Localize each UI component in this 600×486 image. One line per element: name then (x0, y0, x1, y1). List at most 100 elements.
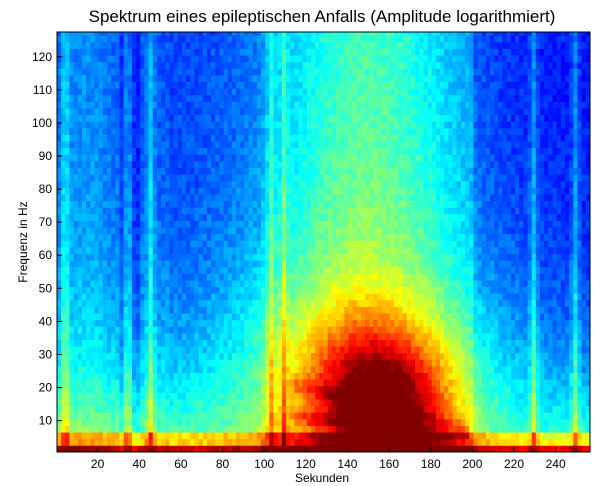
heatmap-cell (265, 240, 270, 248)
heatmap-cell (356, 332, 362, 340)
heatmap-cell (57, 392, 62, 400)
heatmap-cell (102, 94, 108, 102)
heatmap-cell (77, 94, 83, 102)
heatmap-cell (373, 213, 379, 221)
heatmap-cell (119, 313, 125, 321)
heatmap-cell (211, 167, 216, 175)
heatmap-cell (365, 332, 370, 340)
heatmap-cell (223, 280, 229, 288)
heatmap-cell (335, 61, 341, 69)
heatmap-cell (302, 260, 308, 268)
heatmap-cell (356, 207, 362, 215)
heatmap-cell (302, 399, 308, 407)
heatmap-cell (315, 81, 320, 89)
heatmap-cell (290, 432, 295, 440)
heatmap-cell (181, 233, 187, 241)
heatmap-cell (377, 332, 383, 340)
heatmap-cell (256, 445, 262, 453)
heatmap-cell (348, 74, 354, 82)
heatmap-cell (111, 207, 116, 215)
heatmap-cell (81, 306, 87, 314)
heatmap-cell (102, 32, 108, 36)
heatmap-cell (148, 35, 154, 43)
heatmap-cell (211, 121, 216, 129)
heatmap-cell (57, 286, 62, 294)
heatmap-cell (106, 240, 112, 248)
heatmap-cell (219, 154, 224, 162)
heatmap-cell (365, 55, 370, 63)
heatmap-cell (57, 127, 62, 135)
heatmap-cell (181, 35, 187, 43)
heatmap-cell (169, 372, 174, 380)
heatmap-cell (356, 174, 362, 182)
heatmap-cell (194, 187, 199, 195)
heatmap-cell (373, 160, 379, 168)
heatmap-cell (152, 41, 158, 49)
heatmap-cell (161, 134, 166, 142)
heatmap-cell (111, 74, 116, 82)
heatmap-cell (136, 240, 141, 248)
heatmap-cell (194, 260, 199, 268)
heatmap-cell (294, 160, 299, 168)
heatmap-cell (206, 154, 212, 162)
heatmap-cell (356, 81, 362, 89)
heatmap-cell (169, 55, 174, 63)
heatmap-cell (365, 74, 370, 82)
heatmap-cell (136, 432, 141, 440)
heatmap-cell (273, 213, 279, 221)
heatmap-cell (231, 372, 237, 380)
heatmap-cell (319, 280, 324, 288)
heatmap-cell (115, 352, 120, 360)
heatmap-cell (102, 121, 108, 129)
heatmap-cell (148, 385, 154, 393)
heatmap-cell (144, 438, 150, 446)
heatmap-cell (344, 220, 349, 228)
heatmap-cell (140, 61, 145, 69)
heatmap-cell (77, 299, 83, 307)
heatmap-cell (290, 101, 295, 109)
heatmap-cell (90, 372, 95, 380)
heatmap-cell (81, 213, 87, 221)
heatmap-cell (69, 379, 75, 387)
heatmap-cell (219, 233, 224, 241)
heatmap-cell (202, 313, 208, 321)
heatmap-cell (377, 313, 383, 321)
heatmap-cell (186, 121, 191, 129)
heatmap-cell (77, 147, 83, 155)
heatmap-cell (219, 425, 224, 433)
heatmap-cell (211, 280, 216, 288)
heatmap-cell (194, 372, 199, 380)
heatmap-cell (111, 240, 116, 248)
heatmap-cell (77, 220, 83, 228)
heatmap-cell (340, 41, 345, 49)
heatmap-cell (111, 187, 116, 195)
heatmap-cell (352, 332, 358, 340)
heatmap-cell (140, 385, 145, 393)
heatmap-cell (344, 418, 349, 426)
heatmap-cell (119, 352, 125, 360)
heatmap-cell (331, 114, 337, 122)
heatmap-cell (148, 280, 154, 288)
heatmap-cell (365, 418, 370, 426)
heatmap-cell (136, 174, 141, 182)
heatmap-cell (369, 366, 374, 374)
heatmap-cell (215, 101, 220, 109)
heatmap-cell (161, 220, 166, 228)
heatmap-cell (152, 299, 158, 307)
heatmap-cell (286, 154, 291, 162)
heatmap-cell (119, 339, 125, 347)
heatmap-cell (90, 392, 95, 400)
heatmap-cell (348, 306, 354, 314)
heatmap-cell (365, 35, 370, 43)
heatmap-cell (144, 286, 150, 294)
heatmap-cell (202, 319, 208, 327)
heatmap-cell (131, 240, 137, 248)
heatmap-cell (198, 306, 204, 314)
heatmap-cell (127, 141, 133, 149)
heatmap-cell (98, 273, 104, 281)
heatmap-cell (252, 372, 258, 380)
heatmap-cell (57, 167, 62, 175)
heatmap-cell (319, 332, 324, 340)
heatmap-cell (73, 352, 79, 360)
heatmap-cell (186, 379, 191, 387)
